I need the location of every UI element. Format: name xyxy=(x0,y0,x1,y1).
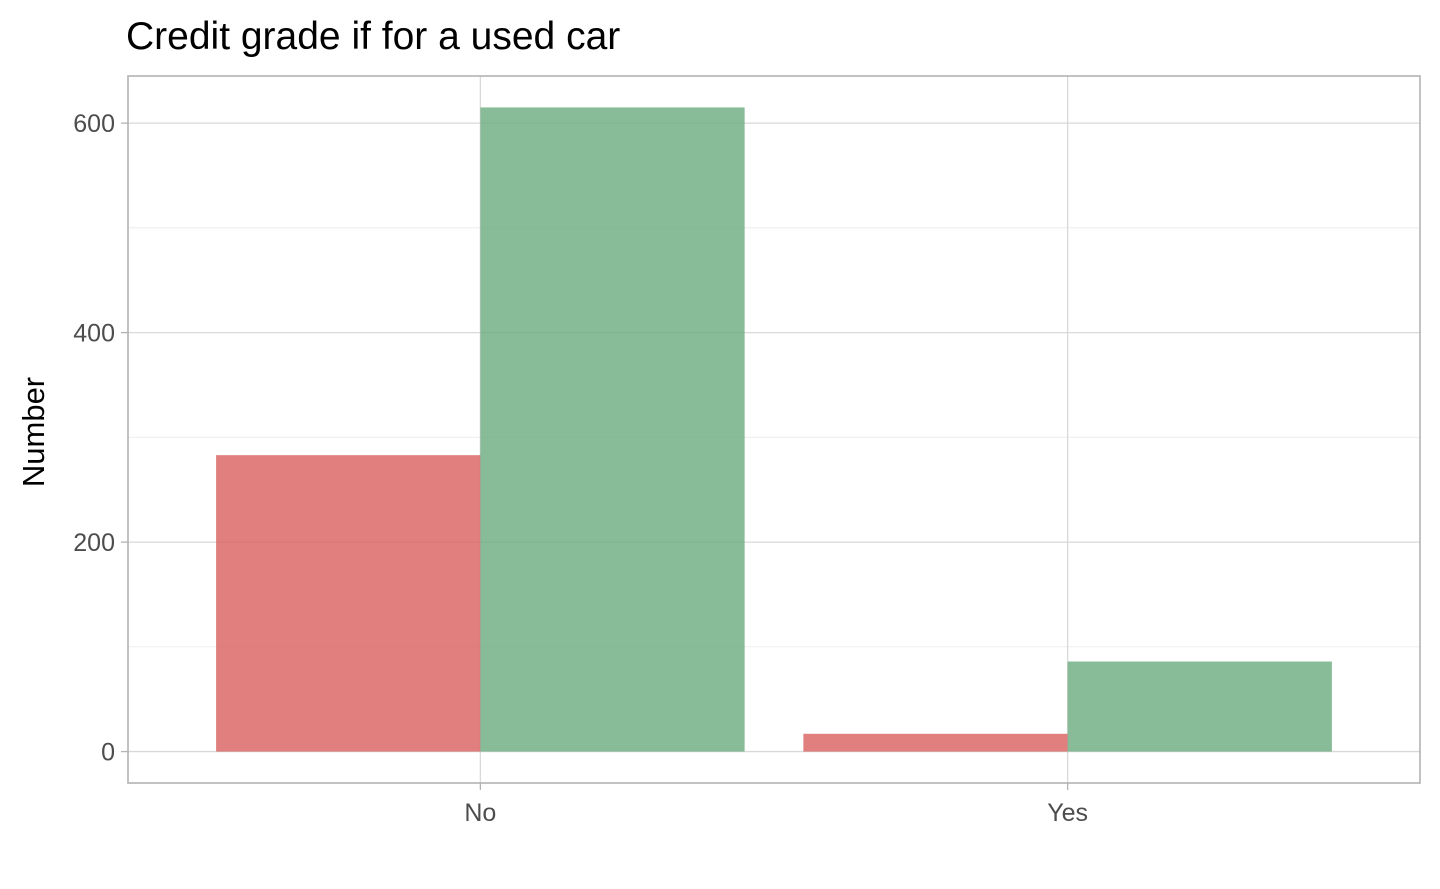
bar-good-no xyxy=(480,107,745,752)
axis-ticks: 0 200 400 600 No Yes xyxy=(73,110,1088,827)
x-tick-label: No xyxy=(464,799,496,827)
plot-panel-border xyxy=(127,75,1421,784)
y-tick-label: 400 xyxy=(73,320,115,348)
bars xyxy=(216,107,1332,752)
bar-bad-yes xyxy=(803,733,1068,752)
y-axis-title: Number xyxy=(16,377,51,487)
y-tick-label: 0 xyxy=(101,739,115,767)
bar-good-yes xyxy=(1067,661,1332,752)
y-tick-label: 600 xyxy=(73,110,115,138)
chart-title: Credit grade if for a used car xyxy=(126,15,620,58)
y-tick-label: 200 xyxy=(73,529,115,557)
x-tick-label: Yes xyxy=(1047,799,1088,827)
bar-bad-no xyxy=(216,455,481,752)
